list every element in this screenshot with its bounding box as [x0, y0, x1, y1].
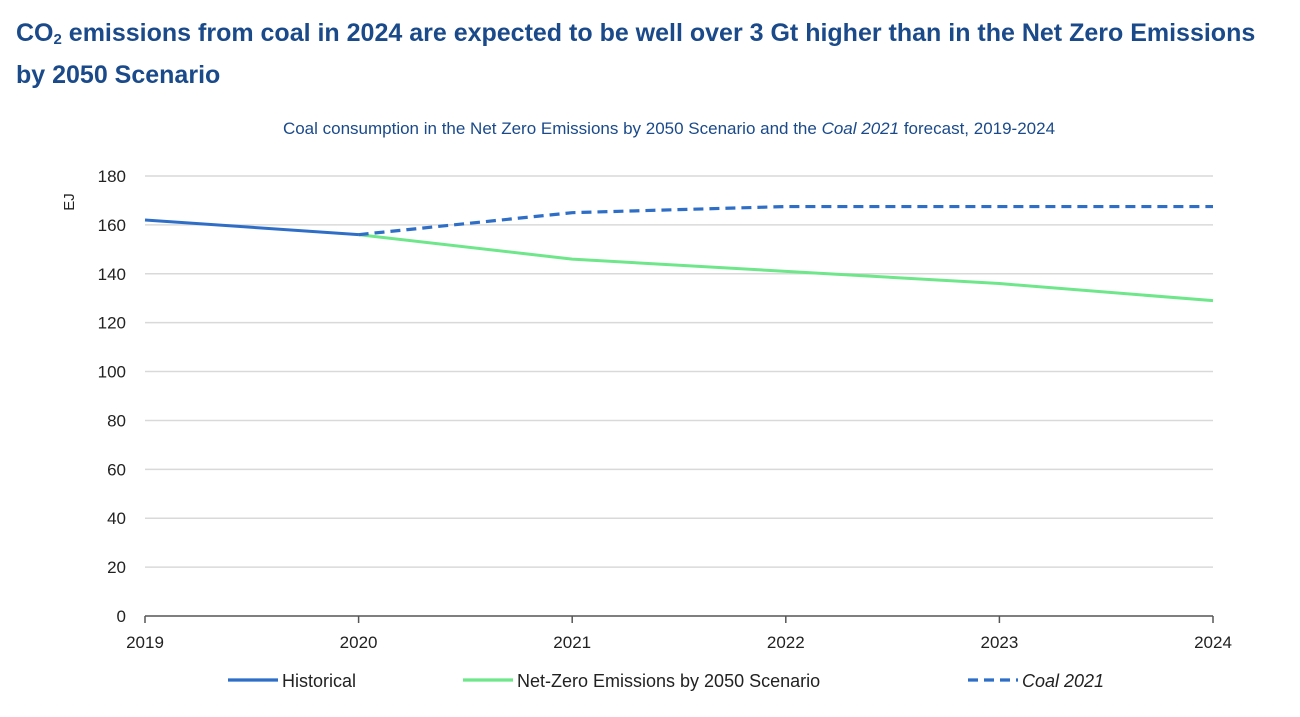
chart-title-a: Coal consumption in the Net Zero Emissio… [282, 119, 822, 138]
x-axis: 2019 2020 2021 2022 2023 2024 [126, 615, 1232, 652]
chart-title: Coal consumption in the Net Zero Emissio… [0, 119, 1300, 139]
gridlines [145, 175, 1213, 568]
chart-title-italic: Coal 2021 [821, 119, 900, 138]
y-tick-label: 180 [98, 167, 126, 186]
headline-subscript: 2 [53, 31, 62, 48]
series-line-historical [144, 218, 359, 237]
y-tick-label: 100 [98, 363, 126, 382]
x-tick-label: 2019 [126, 633, 164, 652]
y-tick-label: 40 [107, 509, 126, 528]
y-axis-label: EJ [61, 193, 78, 211]
x-tick-label: 2024 [1194, 633, 1232, 652]
y-tick-label: 80 [107, 411, 126, 430]
y-tick-label: 20 [107, 558, 126, 577]
y-tick-label: 120 [98, 314, 126, 333]
series-line-net-zero-emissions-by-2050-scenario [358, 233, 1214, 303]
y-axis-ticks: 0 20 40 60 80 100 120 140 160 180 [98, 167, 126, 626]
x-tick-label: 2022 [767, 633, 805, 652]
headline-text-b: emissions from coal in 2024 are expected… [16, 19, 1256, 89]
legend: Historical Net-Zero Emissions by 2050 Sce… [228, 671, 1104, 691]
y-tick-label: 140 [98, 265, 126, 284]
x-tick-label: 2023 [980, 633, 1018, 652]
series-lines [144, 204, 1214, 303]
headline-text-a: CO [16, 19, 54, 47]
series-line-coal-2021 [358, 204, 1213, 237]
y-tick-label: 60 [107, 460, 126, 479]
y-tick-label: 160 [98, 216, 126, 235]
legend-label-net-zero-emissions-by-2050-scenario: Net-Zero Emissions by 2050 Scenario [517, 671, 820, 691]
chart-headline: CO2 emissions from coal in 2024 are expe… [16, 12, 1286, 96]
legend-label-coal-2021: Coal 2021 [1022, 671, 1104, 691]
y-tick-label: 0 [117, 607, 126, 626]
legend-label-historical: Historical [282, 671, 356, 691]
x-tick-label: 2020 [340, 633, 378, 652]
x-tick-label: 2021 [553, 633, 591, 652]
chart-title-b: forecast, 2019-2024 [899, 119, 1056, 138]
